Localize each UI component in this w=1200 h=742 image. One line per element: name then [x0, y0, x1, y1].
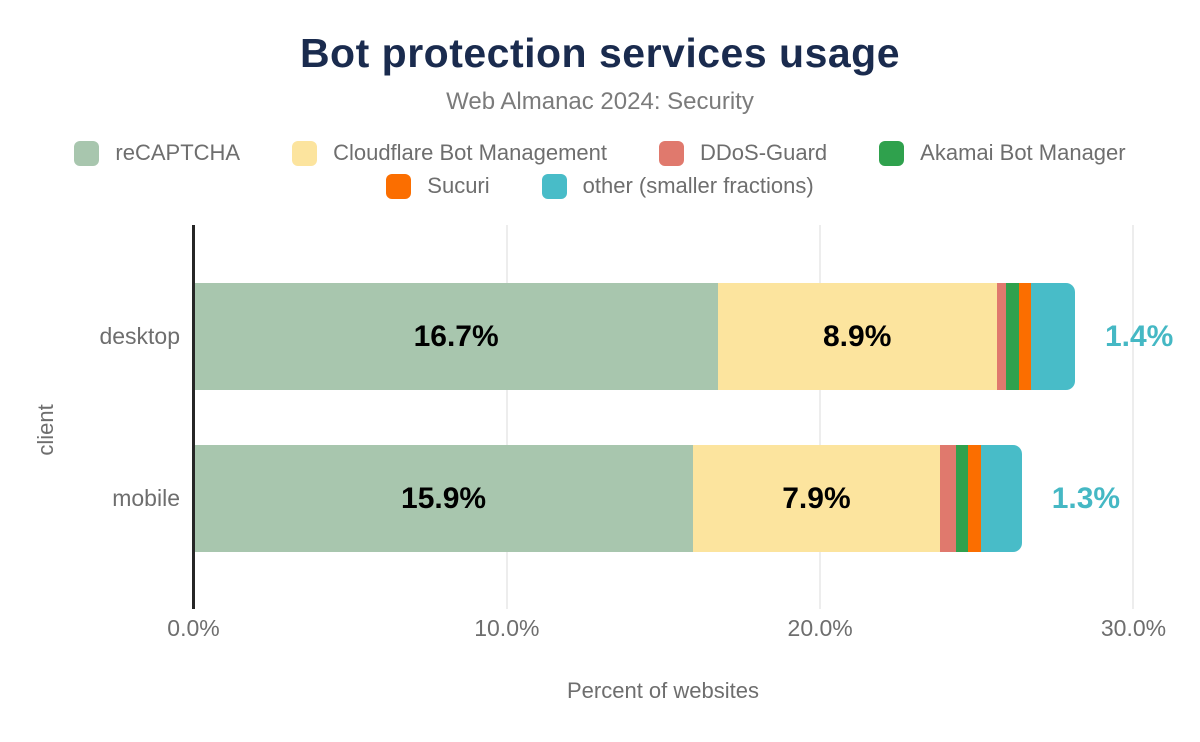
category-label-mobile: mobile: [112, 485, 180, 511]
legend-swatch-icon: [541, 173, 567, 199]
legend-item-label: Cloudflare Bot Management: [333, 140, 608, 165]
x-axis-title: Percent of websites: [567, 678, 759, 703]
bar-segment-desktop-4: [1006, 283, 1019, 390]
axis-tick: [505, 600, 508, 609]
legend-item: DDoS-Guard: [659, 140, 827, 166]
legend-item-label: Sucuri: [427, 173, 490, 198]
legend-swatch-icon: [659, 140, 685, 166]
bar-segment-desktop-5: [1018, 283, 1032, 390]
x-tick-label: 20.0%: [787, 615, 853, 641]
legend-item-label: other (smaller fractions): [582, 173, 814, 198]
legend-item-label: reCAPTCHA: [115, 140, 241, 165]
gridline: [1132, 225, 1135, 600]
chart-subtitle: Web Almanac 2024: Security: [446, 88, 754, 115]
legend-item: reCAPTCHA: [74, 140, 240, 166]
bar-value-label: 8.9%: [822, 320, 892, 353]
legend-swatch-icon: [386, 173, 412, 199]
bar-segment-desktop-2: [717, 283, 997, 390]
bar-segment-mobile-1: [194, 445, 693, 552]
legend: reCAPTCHA Cloudflare Bot Management DDoS-G…: [0, 140, 1200, 199]
legend-row-2: Sucuri other (smaller fractions): [386, 173, 814, 199]
bar-segment-desktop-3: [996, 283, 1006, 390]
legend-item: Cloudflare Bot Management: [292, 140, 607, 166]
legend-item: Sucuri: [386, 173, 490, 199]
bar-segment-mobile-3: [940, 445, 956, 552]
chart-title: Bot protection services usage: [299, 30, 901, 76]
bar-segment-desktop-1: [194, 283, 718, 390]
legend-item-label: DDoS-Guard: [700, 140, 828, 165]
bar-value-label: 15.9%: [401, 482, 487, 515]
x-tick-label: 0.0%: [167, 615, 220, 641]
x-tick-label: 10.0%: [474, 615, 540, 641]
legend-swatch-icon: [879, 140, 905, 166]
y-axis-title: client: [33, 404, 58, 456]
bar-end-label: 1.3%: [1051, 482, 1121, 515]
bar-segment-mobile-4: [955, 445, 969, 552]
axis-tick: [1132, 600, 1135, 609]
bar-value-label: 7.9%: [782, 482, 851, 515]
legend-swatch-icon: [74, 140, 100, 166]
legend-swatch-icon: [292, 140, 318, 166]
legend-item: other (smaller fractions): [541, 173, 814, 199]
legend-item-label: Akamai Bot Manager: [920, 140, 1126, 165]
bar-segment-mobile-2: [692, 445, 941, 552]
bar-segment-mobile-5: [968, 445, 981, 552]
x-tick-label: 30.0%: [1100, 615, 1167, 641]
axis-tick: [819, 600, 822, 609]
bar-segment-mobile-6: [980, 445, 1022, 552]
bar-end-label: 1.4%: [1104, 320, 1174, 353]
gridline: [505, 225, 508, 600]
legend-row-1: reCAPTCHA Cloudflare Bot Management DDoS-G…: [74, 140, 1126, 166]
bar-segment-desktop-6: [1031, 283, 1075, 390]
y-axis-line: [192, 225, 195, 609]
gridline: [819, 225, 822, 600]
legend-item: Akamai Bot Manager: [879, 140, 1126, 166]
category-label-desktop: desktop: [99, 323, 180, 349]
bar-value-label: 16.7%: [413, 320, 499, 353]
